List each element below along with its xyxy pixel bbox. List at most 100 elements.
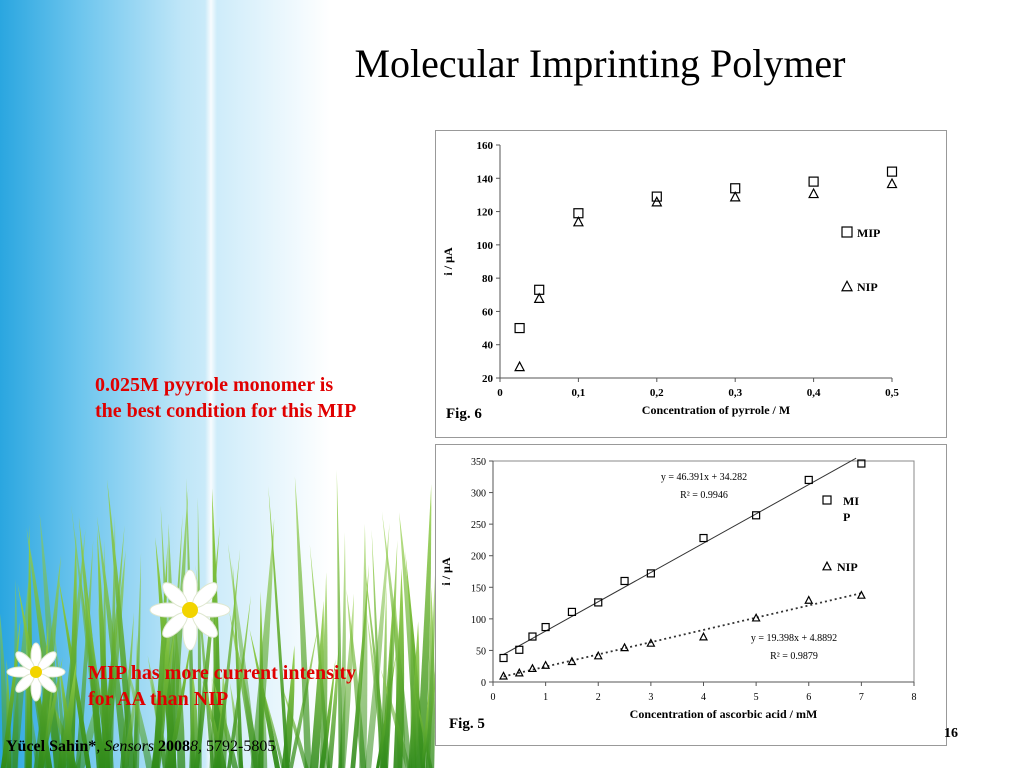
data-point-square [528, 632, 537, 641]
data-point-triangle [804, 595, 814, 604]
grass-blade [383, 540, 398, 768]
legend-label: MIP [857, 226, 880, 240]
fit-equation: y = 19.398x + 4.8892 [751, 633, 837, 644]
grass-blade [215, 548, 241, 768]
fig5-chart: 0 50 100 150 200 250 300 350 0 1 2 3 4 5 6 7 8 Concentrat… [435, 444, 947, 746]
y-tick-label: 150 [471, 583, 486, 594]
fig6-plot: 20 40 60 80 100 120 140 160 0 0,1 0,2 0,3 0,4 0,5 Conc… [441, 140, 899, 417]
y-tick-label: 40 [482, 340, 494, 352]
data-point-triangle [514, 360, 526, 372]
data-point-square [567, 607, 577, 617]
grass-blade [133, 552, 142, 768]
citation-year: 2008 [158, 738, 191, 755]
y-tick-label: 200 [471, 552, 486, 563]
y-tick-label: 20 [482, 373, 494, 385]
y-tick-label: 100 [471, 615, 486, 626]
note-bottom-line-2: for AA than NIP [88, 688, 229, 710]
x-tick-label: 1 [543, 692, 548, 703]
fig5-label: Fig. 5 [449, 716, 485, 732]
page-number: 16 [944, 726, 958, 741]
grass-blade [229, 612, 261, 768]
grass-blade [189, 671, 199, 768]
data-point-triangle [499, 671, 509, 680]
grass-blade [164, 514, 183, 768]
legend-marker [841, 279, 853, 292]
y-tick-label: 160 [477, 140, 494, 152]
fig5-plot: 0 50 100 150 200 250 300 350 0 1 2 3 4 5 6 7 8 Concentrat… [439, 457, 917, 721]
grass-blade [78, 516, 104, 768]
data-point-square [646, 569, 655, 578]
data-point-square [857, 459, 866, 468]
data-point-triangle [514, 667, 524, 677]
fit-equation: y = 46.391x + 34.282 [661, 472, 747, 483]
y-axis-label: i / µA [441, 247, 455, 276]
data-point-square [514, 322, 525, 334]
x-tick-label: 3 [648, 692, 653, 703]
legend-marker [841, 226, 853, 238]
y-tick-label: 300 [471, 489, 486, 500]
x-tick-label: 0 [497, 387, 503, 399]
y-tick-label: 250 [471, 520, 486, 531]
legend-label: MI [843, 494, 859, 508]
citation: Yücel Sahin*, Sensors 20088, 5792-5805 [6, 738, 275, 756]
grass-blade [96, 529, 111, 768]
x-tick-label: 8 [912, 692, 917, 703]
note-top-line-1: 0.025M pyyrole monomer is [95, 374, 334, 396]
data-point-triangle [886, 177, 898, 189]
grass-blade [211, 676, 239, 768]
fit-r2: R² = 0.9879 [770, 651, 818, 662]
x-tick-label: 0,2 [650, 387, 664, 399]
grass-blade [310, 600, 324, 768]
grass-blade [326, 642, 340, 768]
x-tick-label: 0,3 [728, 387, 742, 399]
data-point-triangle [533, 292, 545, 303]
grass-blade [336, 469, 343, 768]
x-tick-label: 2 [596, 692, 601, 703]
data-point-square [886, 166, 898, 177]
data-point-square [699, 533, 708, 543]
trendline-1 [503, 592, 862, 678]
y-tick-label: 140 [477, 173, 494, 185]
grass-blade [425, 543, 437, 768]
y-tick-label: 60 [482, 306, 494, 318]
legend-label: P [843, 510, 850, 524]
y-axis-label: i / µA [439, 557, 453, 586]
data-point-triangle [646, 638, 656, 647]
y-tick-label: 120 [477, 207, 494, 219]
y-tick-label: 80 [482, 273, 494, 285]
legend-label: NIP [837, 560, 858, 574]
daisy-icon [149, 569, 231, 651]
legend-label: NIP [857, 280, 878, 294]
grass-blade [294, 476, 312, 768]
x-tick-label: 0,5 [885, 387, 899, 399]
grass-blade [364, 522, 390, 768]
grass-blade [122, 687, 136, 768]
note-bottom-line-1: MIP has more current intensity [88, 662, 357, 684]
grass-blade [268, 485, 290, 768]
grass-flowers-decoration [0, 469, 440, 768]
x-tick-label: 5 [754, 692, 759, 703]
fig6-chart: 20 40 60 80 100 120 140 160 0 0,1 0,2 0,3 0,4 0,5 Conc… [435, 130, 947, 438]
legend-marker [822, 495, 832, 505]
x-tick-label: 0 [491, 692, 496, 703]
fit-r2: R² = 0.9946 [680, 490, 728, 501]
data-point-square [752, 511, 761, 520]
data-point-triangle [567, 656, 577, 666]
y-tick-label: 350 [471, 457, 486, 468]
citation-author: Yücel Sahin* [6, 738, 97, 755]
citation-sep: , [96, 738, 105, 755]
data-point-square [541, 622, 550, 632]
y-tick-label: 50 [476, 646, 486, 657]
y-tick-label: 0 [481, 678, 486, 689]
grass-blade [416, 484, 432, 768]
y-tick-label: 100 [477, 240, 494, 252]
grass-blade [84, 581, 111, 768]
data-point-square [515, 645, 524, 654]
data-point-square [651, 191, 662, 202]
grass-blade [408, 621, 420, 768]
grass-blade [420, 686, 430, 768]
slide-title: Molecular Imprinting Polymer [354, 41, 846, 86]
citation-pages: 5792-5805 [206, 738, 276, 755]
trendline-0 [503, 457, 857, 655]
data-point-triangle [593, 650, 603, 660]
